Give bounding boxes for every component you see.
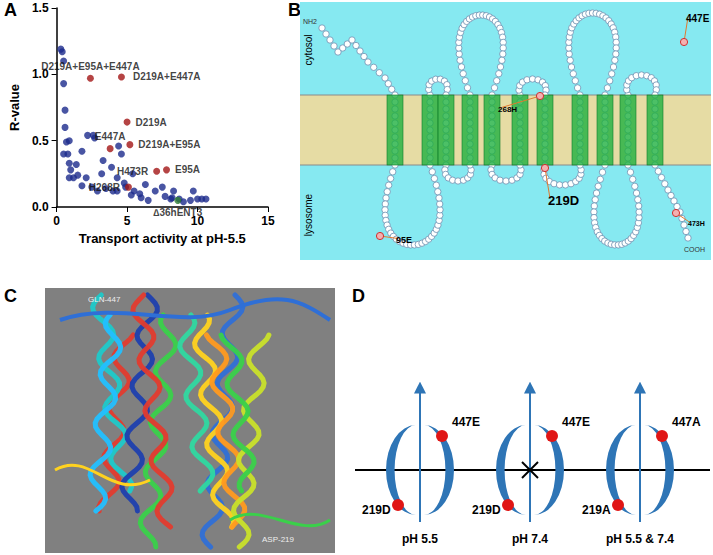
svg-text:0: 0 — [53, 214, 60, 228]
svg-text:H268R: H268R — [89, 182, 121, 193]
svg-text:15: 15 — [261, 214, 275, 228]
svg-text:447E: 447E — [562, 415, 590, 429]
svg-text:473H: 473H — [688, 220, 705, 227]
svg-text:E95A: E95A — [175, 164, 200, 175]
svg-text:95E: 95E — [396, 235, 412, 245]
svg-text:pH 5.5: pH 5.5 — [402, 532, 438, 546]
svg-text:C: C — [4, 286, 17, 306]
svg-text:219A: 219A — [582, 503, 611, 517]
svg-text:5: 5 — [124, 214, 131, 228]
svg-text:219D: 219D — [472, 503, 501, 517]
svg-text:D219A: D219A — [136, 117, 167, 128]
svg-text:COOH: COOH — [684, 246, 705, 253]
svg-text:219D: 219D — [362, 503, 391, 517]
svg-text:D219A+E95A+E447A: D219A+E95A+E447A — [41, 61, 139, 72]
svg-text:D219A+E447A: D219A+E447A — [133, 71, 201, 82]
svg-text:E447A: E447A — [95, 131, 126, 142]
svg-text:A: A — [4, 0, 17, 20]
svg-text:pH 7.4: pH 7.4 — [512, 532, 548, 546]
svg-text:ASP-219: ASP-219 — [262, 535, 295, 544]
svg-text:447E: 447E — [686, 13, 710, 24]
svg-text:268H: 268H — [498, 105, 517, 114]
svg-text:cytosol: cytosol — [303, 34, 314, 65]
svg-text:447E: 447E — [452, 415, 480, 429]
svg-text:GLN-447: GLN-447 — [88, 295, 121, 304]
svg-text:D: D — [352, 286, 365, 306]
svg-text:Transport activity at pH-5.5: Transport activity at pH-5.5 — [79, 231, 246, 246]
svg-text:B: B — [288, 0, 301, 20]
svg-text:0.0: 0.0 — [32, 200, 49, 214]
svg-text:10: 10 — [190, 214, 205, 228]
svg-text:1.0: 1.0 — [31, 67, 49, 82]
svg-text:D219A+E95A: D219A+E95A — [138, 139, 200, 150]
svg-text:∆36hENT3: ∆36hENT3 — [153, 207, 202, 218]
svg-text:0.5: 0.5 — [32, 134, 49, 148]
svg-text:H473R: H473R — [117, 166, 149, 177]
svg-text:219D: 219D — [548, 193, 579, 208]
svg-text:lysosome: lysosome — [303, 193, 314, 236]
svg-text:pH 5.5 & 7.4: pH 5.5 & 7.4 — [606, 532, 674, 546]
svg-text:NH2: NH2 — [303, 18, 317, 25]
svg-text:447A: 447A — [672, 415, 701, 429]
svg-text:R-value: R-value — [7, 84, 22, 131]
svg-text:1.5: 1.5 — [32, 1, 49, 15]
